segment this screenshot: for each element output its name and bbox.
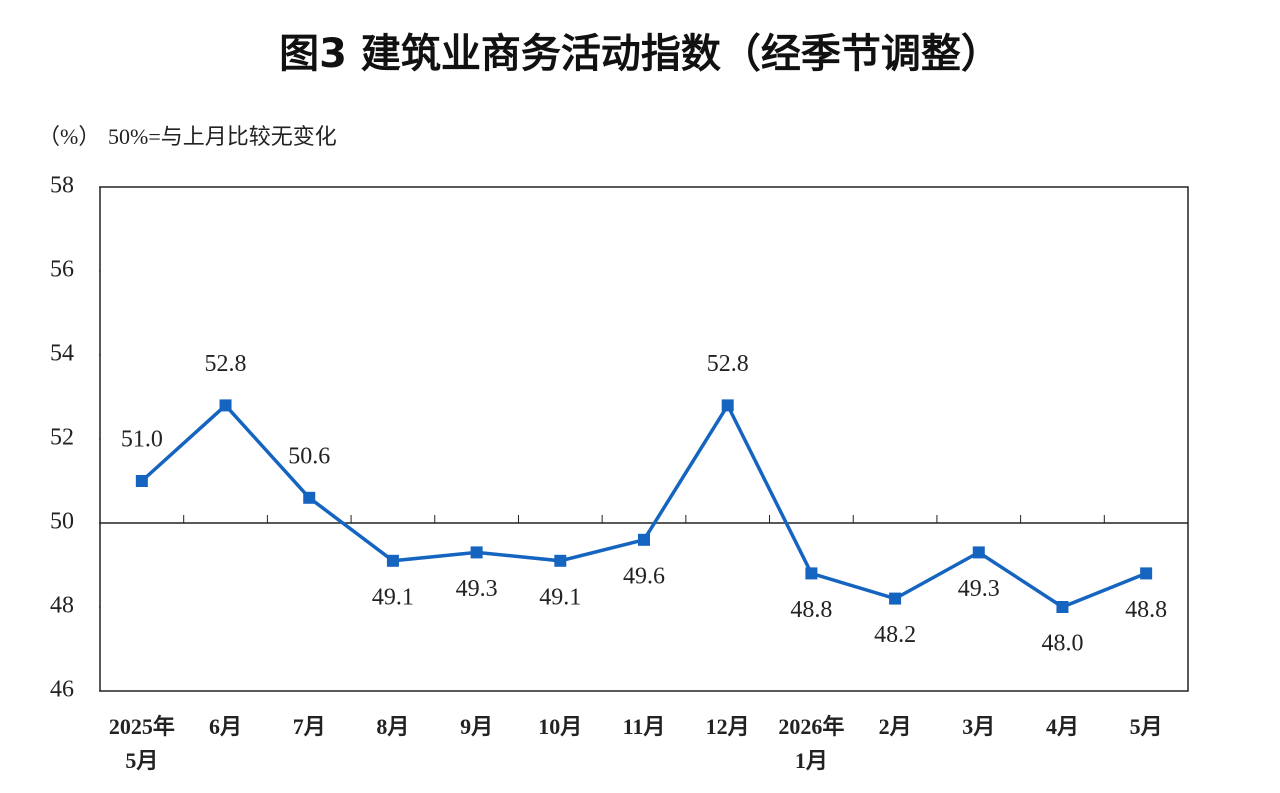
point xyxy=(219,399,232,412)
y-tick-label: 58 xyxy=(50,173,74,199)
data-label: 49.1 xyxy=(539,584,581,610)
x-tick-label: 5月 xyxy=(125,748,158,773)
point xyxy=(386,554,399,567)
data-label: 50.6 xyxy=(288,443,330,469)
x-tick-label: 11月 xyxy=(623,714,666,739)
x-tick-label: 1月 xyxy=(795,748,828,773)
y-tick-label: 46 xyxy=(50,677,74,703)
x-tick-label: 2025年 xyxy=(109,714,175,739)
y-tick-label: 50 xyxy=(50,509,74,535)
plot-frame xyxy=(99,186,1189,692)
chart-title: 图3 建筑业商务活动指数（经季节调整） xyxy=(279,31,1001,77)
y-tick-label: 54 xyxy=(50,341,74,367)
point xyxy=(135,475,148,487)
x-tick-label: 6月 xyxy=(209,714,242,739)
data-label: 48.2 xyxy=(874,622,916,648)
data-label: 51.0 xyxy=(121,427,163,453)
y-tick-label: 56 xyxy=(50,257,74,283)
point xyxy=(1056,601,1069,613)
x-tick-label: 8月 xyxy=(376,714,409,739)
x-tick-label: 4月 xyxy=(1046,714,1079,739)
point xyxy=(721,399,734,412)
x-tick-label: 5月 xyxy=(1130,714,1163,739)
x-tick-label: 2月 xyxy=(879,714,912,739)
point xyxy=(470,546,483,559)
x-tick-label: 10月 xyxy=(538,714,582,739)
x-tick-label: 12月 xyxy=(706,714,750,739)
point xyxy=(805,567,818,580)
point xyxy=(1140,567,1153,580)
data-label: 49.3 xyxy=(958,576,1000,602)
point xyxy=(303,491,316,504)
x-tick-label: 2026年 xyxy=(778,714,844,739)
annotation: 50%=与上月比较无变化 xyxy=(108,124,337,149)
data-label: 49.6 xyxy=(623,563,665,589)
data-label: 49.3 xyxy=(456,576,498,602)
y-unit: （%） xyxy=(38,124,100,149)
data-label: 48.0 xyxy=(1041,631,1083,657)
x-tick-label: 7月 xyxy=(293,714,326,739)
data-label: 48.8 xyxy=(1125,597,1167,623)
data-label: 52.8 xyxy=(707,351,749,377)
point xyxy=(554,554,567,567)
point xyxy=(972,546,985,559)
data-label: 48.8 xyxy=(790,597,832,623)
data-label: 49.1 xyxy=(372,584,414,610)
y-tick-label: 52 xyxy=(50,425,74,451)
point xyxy=(889,592,902,605)
point xyxy=(638,533,650,546)
data-label: 52.8 xyxy=(205,351,247,377)
x-tick-label: 3月 xyxy=(962,714,995,739)
x-tick-label: 9月 xyxy=(460,714,493,739)
y-tick-label: 48 xyxy=(50,593,74,619)
